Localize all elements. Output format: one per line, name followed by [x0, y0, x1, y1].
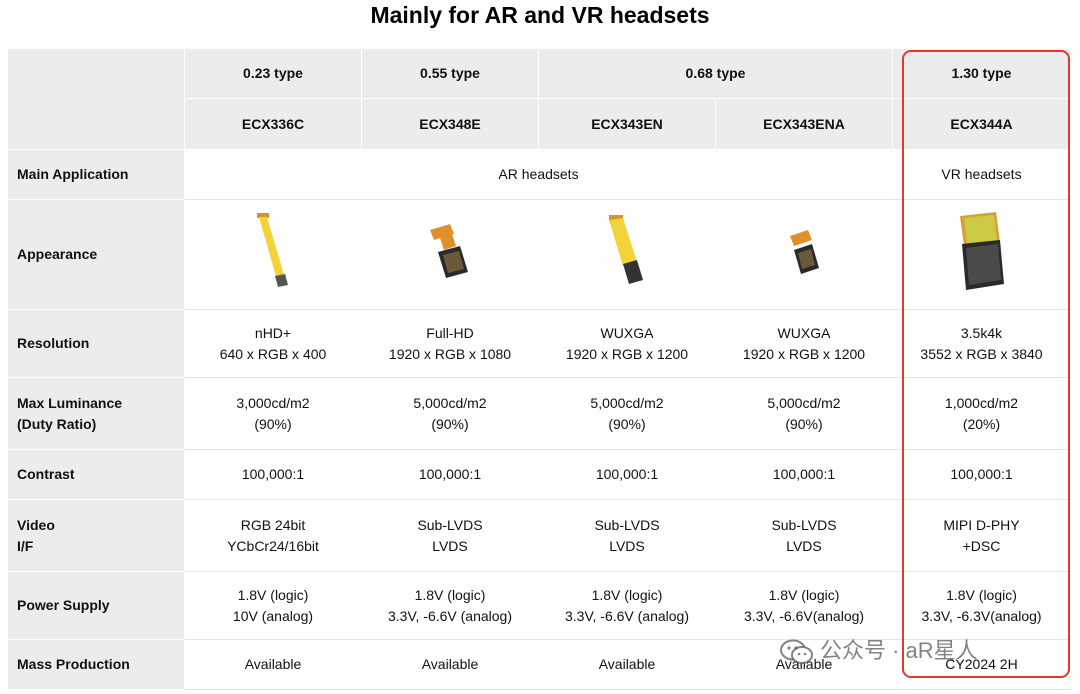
row-label: Video I/F: [7, 499, 185, 572]
table-row: Appearance: [7, 199, 1071, 310]
table-row: Resolution nHD+ 640 x RGB x 400 Full-HD 19…: [7, 309, 1071, 378]
production-cell: CY2024 2H: [892, 639, 1071, 690]
page-title: Mainly for AR and VR headsets: [370, 2, 710, 28]
table-row: Mass Production Available Available Avai…: [7, 639, 1071, 690]
contrast-cell: 100,000:1: [538, 449, 716, 500]
table-row: Video I/F RGB 24bit YCbCr24/16bit Sub-LVDS…: [7, 499, 1071, 572]
main-application-vr: VR headsets: [892, 149, 1071, 200]
resolution-cell: 3.5k4k 3552 x RGB x 3840: [892, 309, 1071, 378]
contrast-cell: 100,000:1: [892, 449, 1071, 500]
row-label: Resolution: [7, 309, 185, 378]
video-if-cell: MIPI D-PHY +DSC: [892, 499, 1071, 572]
appearance-cell: [184, 199, 362, 310]
table-row: Main Application AR headsets VR headsets: [7, 149, 1071, 200]
luminance-cell: 5,000cd/m2 (90%): [361, 377, 539, 450]
row-label: Mass Production: [7, 639, 185, 690]
luminance-cell: 1,000cd/m2 (20%): [892, 377, 1071, 450]
table-row: Contrast 100,000:1 100,000:1 100,000:1 1…: [7, 449, 1071, 500]
microdisplay-small-flex-icon: [790, 229, 819, 274]
row-label: Appearance: [7, 199, 185, 310]
watermark: 公众号 · aR星人: [780, 636, 978, 666]
resolution-cell: nHD+ 640 x RGB x 400: [184, 309, 362, 378]
type-header: 0.23 type: [184, 48, 362, 99]
power-cell: 1.8V (logic) 3.3V, -6.6V(analog): [715, 571, 893, 640]
power-cell: 1.8V (logic) 3.3V, -6.6V (analog): [538, 571, 716, 640]
production-cell: Available: [361, 639, 539, 690]
resolution-cell: Full-HD 1920 x RGB x 1080: [361, 309, 539, 378]
contrast-cell: 100,000:1: [184, 449, 362, 500]
microdisplay-short-flex-icon: [430, 223, 468, 278]
luminance-cell: 5,000cd/m2 (90%): [715, 377, 893, 450]
video-if-cell: Sub-LVDS LVDS: [538, 499, 716, 572]
table-row: Power Supply 1.8V (logic) 10V (analog) 1.…: [7, 571, 1071, 640]
table-row: Max Luminance (Duty Ratio) 3,000cd/m2 (90%…: [7, 377, 1071, 450]
power-cell: 1.8V (logic) 3.3V, -6.3V(analog): [892, 571, 1071, 640]
wechat-icon: [780, 639, 813, 665]
row-label: Max Luminance (Duty Ratio): [7, 377, 185, 450]
resolution-cell: WUXGA 1920 x RGB x 1200: [715, 309, 893, 378]
model-header: ECX344A: [892, 98, 1071, 150]
model-header-row: ECX336C ECX348E ECX343EN ECX343ENA ECX34…: [8, 98, 1071, 150]
microdisplay-wide-flex-icon: [609, 214, 643, 284]
video-if-cell: RGB 24bit YCbCr24/16bit: [184, 499, 362, 572]
main-application-ar: AR headsets: [184, 149, 893, 200]
microdisplay-long-flex-icon: [257, 212, 288, 287]
video-if-cell: Sub-LVDS LVDS: [715, 499, 893, 572]
type-header: 0.55 type: [361, 48, 539, 99]
row-label: Contrast: [7, 449, 185, 500]
production-cell: Available: [538, 639, 716, 690]
power-cell: 1.8V (logic) 10V (analog): [184, 571, 362, 640]
production-cell: Available: [184, 639, 362, 690]
luminance-cell: 3,000cd/m2 (90%): [184, 377, 362, 450]
type-header-row: 0.23 type 0.55 type 0.68 type 1.30 type: [7, 48, 1071, 150]
table-corner: [7, 48, 185, 150]
contrast-cell: 100,000:1: [715, 449, 893, 500]
resolution-cell: WUXGA 1920 x RGB x 1200: [538, 309, 716, 378]
row-label: Main Application: [7, 149, 185, 200]
row-label: Power Supply: [7, 571, 185, 640]
model-header: ECX348E: [361, 98, 539, 150]
appearance-cell: [361, 199, 539, 310]
model-header: ECX343ENA: [715, 98, 893, 150]
model-header: ECX336C: [184, 98, 362, 150]
spec-table: 0.23 type 0.55 type 0.68 type 1.30 type …: [7, 48, 1071, 690]
video-if-cell: Sub-LVDS LVDS: [361, 499, 539, 572]
microdisplay-large-panel-icon: [959, 211, 1004, 290]
luminance-cell: 5,000cd/m2 (90%): [538, 377, 716, 450]
appearance-cell: [892, 199, 1071, 310]
watermark-text: 公众号 · aR星人: [820, 638, 978, 663]
appearance-cell: [715, 199, 893, 310]
power-cell: 1.8V (logic) 3.3V, -6.6V (analog): [361, 571, 539, 640]
model-header: ECX343EN: [538, 98, 716, 150]
type-header: 0.68 type: [538, 48, 893, 99]
type-header: 1.30 type: [892, 48, 1071, 99]
contrast-cell: 100,000:1: [361, 449, 539, 500]
appearance-cell: [538, 199, 716, 310]
